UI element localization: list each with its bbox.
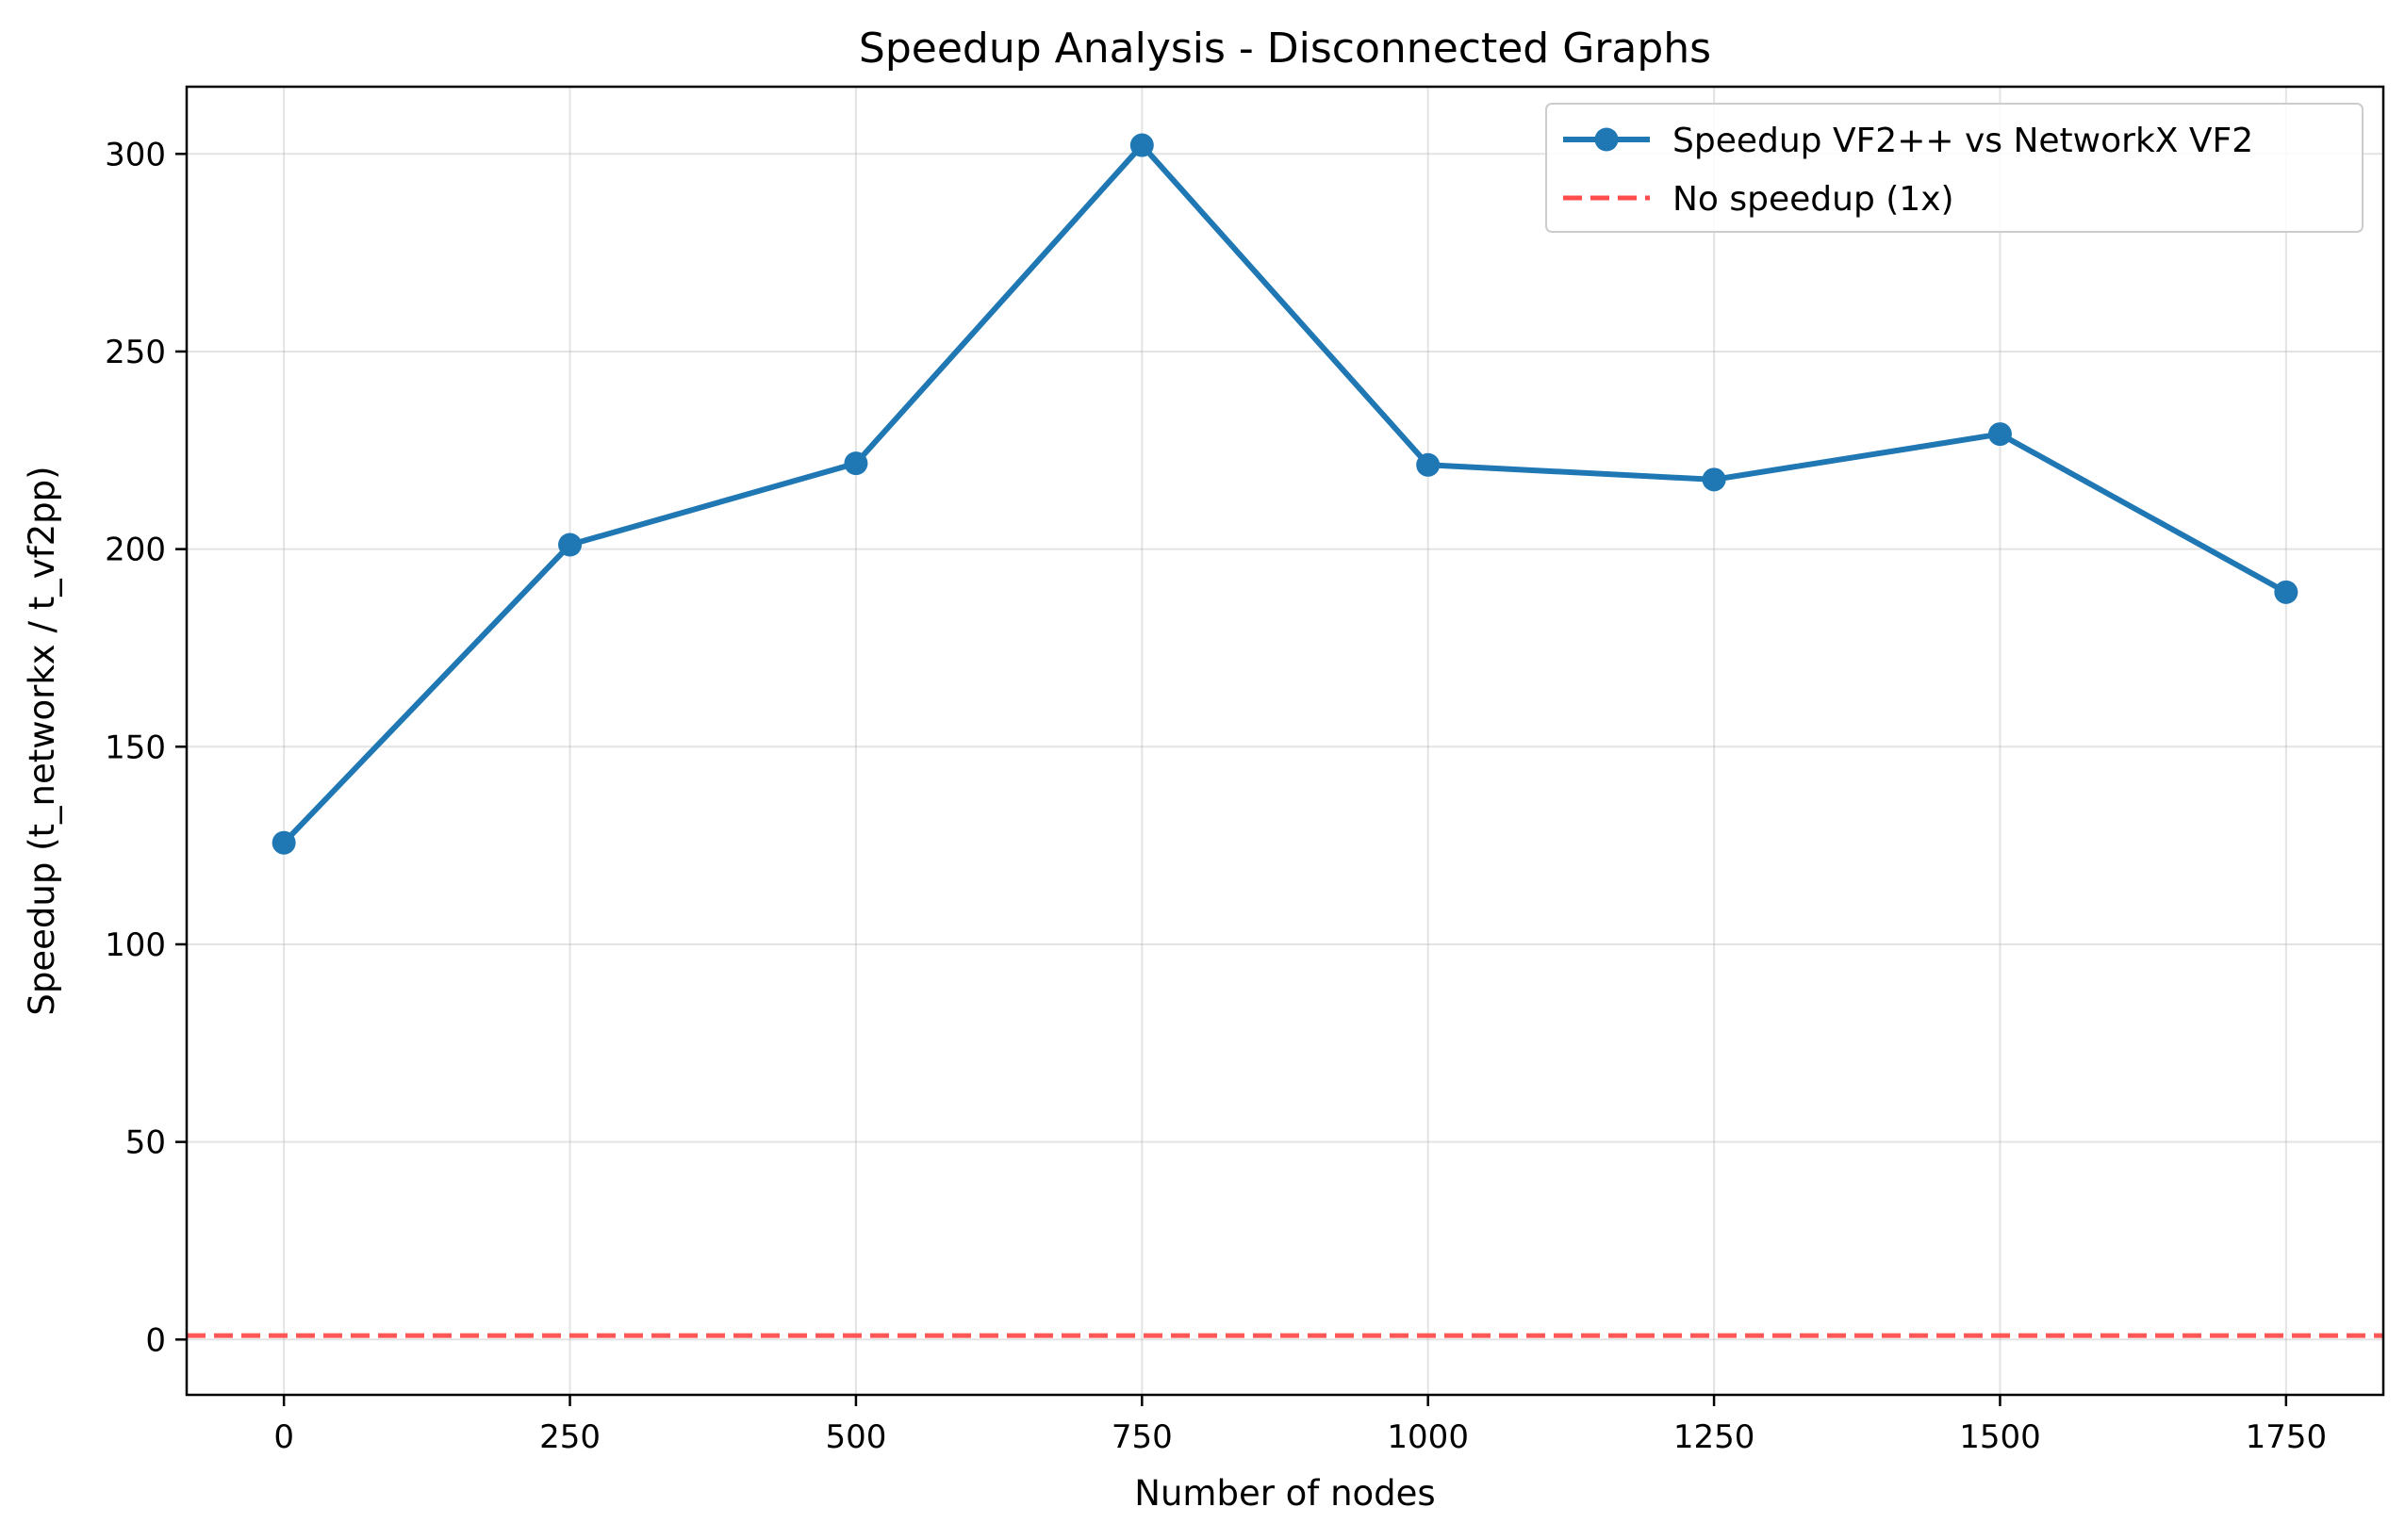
data-point [1987,422,2012,447]
legend-entry-speedup: Speedup VF2++ vs NetworkX VF2 [1672,122,2253,160]
x-tick-label: 250 [539,1418,601,1456]
speedup-series-line [281,142,2288,845]
grid-lines [187,87,2383,1395]
x-tick-label: 1750 [2246,1418,2328,1456]
x-axis-label: Number of nodes [1134,1473,1435,1514]
y-tick-label: 300 [105,136,166,173]
plot-area-frame [185,85,2385,1397]
x-tick-label: 1000 [1387,1418,1469,1456]
y-tick-label: 100 [105,926,166,964]
data-point [1129,133,1154,157]
series-group [272,133,2298,855]
data-point [2274,580,2298,604]
x-tick-label: 750 [1112,1418,1173,1456]
legend-entry-no-speedup: No speedup (1x) [1672,180,1954,219]
y-tick-label: 50 [125,1124,166,1162]
x-tick-label: 1250 [1673,1418,1755,1456]
x-tick-label: 500 [825,1418,886,1456]
chart-title: Speedup Analysis - Disconnected Graphs [859,25,1711,73]
data-point [844,451,868,476]
x-axis-ticks: 0 250 500 750 1000 1250 1500 1750 [273,1395,2327,1456]
legend-box [1545,103,2364,233]
data-point [1416,452,1441,477]
legend: Speedup VF2++ vs NetworkX VF2 No speedup… [1545,103,2364,233]
y-tick-label: 200 [105,532,166,569]
x-tick-label: 1500 [1959,1418,2041,1456]
data-point [558,532,583,557]
x-tick-label: 0 [273,1418,294,1456]
y-axis-ticks: 0 50 100 150 200 250 300 [105,136,187,1359]
y-tick-label: 250 [105,334,166,371]
y-axis-label: Speedup (t_networkx / t_vf2pp) [22,466,62,1015]
y-tick-label: 150 [105,729,166,766]
data-point [272,830,296,855]
y-tick-label: 0 [145,1321,166,1359]
legend-marker-speedup [1594,127,1619,152]
data-point [1702,467,1726,492]
